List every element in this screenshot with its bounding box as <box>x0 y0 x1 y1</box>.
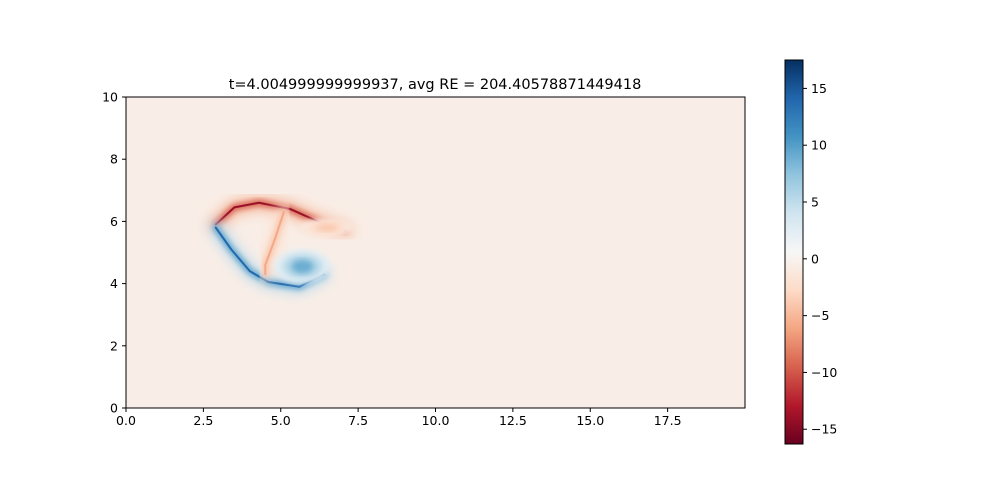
x-tick-label: 15.0 <box>576 413 604 428</box>
colorbar-tick-label: −5 <box>811 308 829 323</box>
x-tick-label: 17.5 <box>654 413 682 428</box>
plot-background <box>126 97 745 408</box>
x-axis: 0.0 2.5 5.0 7.5 10.0 12.5 15.0 17.5 <box>116 408 682 428</box>
negative-vortex-tail-core <box>316 223 339 232</box>
colorbar-axis: −15 −10 −5 0 5 10 15 <box>803 81 837 437</box>
y-tick-label: 0 <box>110 401 118 416</box>
y-axis: 0 2 4 6 8 10 <box>102 90 126 416</box>
negative-wake-streak-core <box>264 211 285 276</box>
colorbar-tick-label: 15 <box>811 81 827 96</box>
x-tick-label: 5.0 <box>271 413 291 428</box>
x-tick-label: 10.0 <box>422 413 450 428</box>
x-tick-label: 12.5 <box>499 413 527 428</box>
colorbar <box>784 59 804 445</box>
y-tick-label: 10 <box>102 90 118 105</box>
y-tick-label: 2 <box>110 338 118 353</box>
colorbar-tick-label: 5 <box>811 195 819 210</box>
y-tick-label: 8 <box>110 152 118 167</box>
colorbar-tick-label: −10 <box>811 365 837 380</box>
colorbar-tick-label: 0 <box>811 251 819 266</box>
x-tick-label: 7.5 <box>348 413 368 428</box>
x-tick-label: 2.5 <box>193 413 213 428</box>
chart-title: t=4.004999999999937, avg RE = 204.405788… <box>229 77 642 93</box>
flow-features <box>208 195 356 294</box>
positive-vortex-core <box>291 259 314 274</box>
x-tick-label: 0.0 <box>116 413 136 428</box>
y-tick-label: 6 <box>110 214 118 229</box>
y-tick-label: 4 <box>110 276 118 291</box>
colorbar-tick-label: −15 <box>811 422 837 437</box>
colorbar-tick-label: 10 <box>811 138 827 153</box>
